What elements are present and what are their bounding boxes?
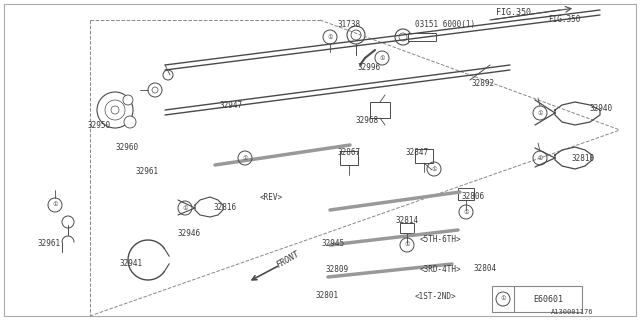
Text: <5TH-6TH>: <5TH-6TH> [420, 235, 461, 244]
Text: 32945: 32945 [322, 239, 345, 248]
Text: 32814: 32814 [396, 216, 419, 225]
Text: FRONT: FRONT [275, 250, 301, 270]
Text: 32847: 32847 [406, 148, 429, 157]
Text: ①: ① [537, 110, 543, 116]
Text: <REV>: <REV> [260, 193, 283, 202]
Text: 32968: 32968 [355, 116, 378, 125]
Text: ①: ① [327, 35, 333, 39]
Text: 32801: 32801 [315, 291, 338, 300]
Bar [340, 151, 358, 165]
Text: ①: ① [431, 166, 437, 172]
Circle shape [124, 116, 136, 128]
Text: 32941: 32941 [120, 259, 143, 268]
Text: 32809: 32809 [325, 265, 348, 274]
Text: 32961: 32961 [38, 239, 61, 248]
Text: ①: ① [52, 203, 58, 207]
Text: 32996: 32996 [358, 63, 381, 72]
Text: 32804: 32804 [473, 264, 496, 273]
Circle shape [97, 92, 133, 128]
Text: 32947: 32947 [220, 101, 243, 110]
Text: FIG.350: FIG.350 [496, 8, 531, 17]
Text: A130001176: A130001176 [551, 309, 593, 315]
Text: ①: ① [182, 205, 188, 211]
Circle shape [62, 216, 74, 228]
Bar [408, 33, 436, 41]
Text: 32867: 32867 [337, 148, 360, 157]
Text: ①: ① [242, 156, 248, 161]
Bar [492, 286, 582, 312]
Text: E60601: E60601 [533, 294, 563, 303]
Bar [400, 223, 414, 233]
Circle shape [163, 70, 173, 80]
Text: ①: ① [500, 297, 506, 301]
Text: 03151 6000(1): 03151 6000(1) [415, 20, 475, 29]
Text: 32940: 32940 [590, 104, 613, 113]
Text: FIG.350: FIG.350 [548, 15, 580, 24]
Bar [415, 149, 433, 163]
Text: 31738: 31738 [338, 20, 361, 29]
Text: <1ST-2ND>: <1ST-2ND> [415, 292, 456, 301]
Text: ①: ① [379, 55, 385, 60]
Text: 32806: 32806 [462, 192, 485, 201]
Text: 32946: 32946 [178, 229, 201, 238]
Text: 32950: 32950 [88, 121, 111, 130]
Text: 32892: 32892 [472, 79, 495, 88]
Circle shape [123, 95, 133, 105]
Circle shape [395, 29, 411, 45]
Text: 32961: 32961 [135, 167, 158, 176]
Bar [370, 102, 390, 118]
Text: 32816: 32816 [213, 203, 236, 212]
Circle shape [148, 83, 162, 97]
Text: ①: ① [404, 243, 410, 247]
Text: ①: ① [463, 210, 469, 214]
Text: ①: ① [537, 156, 543, 161]
Circle shape [347, 26, 365, 44]
Text: <3RD-4TH>: <3RD-4TH> [420, 265, 461, 274]
Bar [458, 188, 474, 200]
Text: 32960: 32960 [115, 143, 138, 152]
Text: 32810: 32810 [572, 154, 595, 163]
